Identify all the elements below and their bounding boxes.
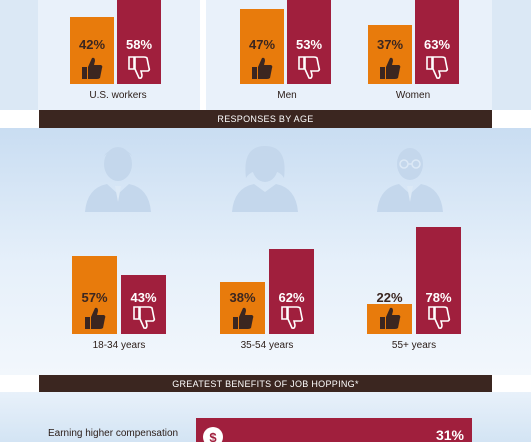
- no-bar-55-plus: 78%: [416, 227, 461, 334]
- young-person-icon: [85, 147, 151, 212]
- value-label: 63%: [423, 37, 451, 52]
- thumbs-down-icon: [132, 305, 156, 331]
- svg-text:$: $: [209, 430, 217, 442]
- thumbs-up-icon: [378, 305, 402, 331]
- thumbs-up-icon: [83, 305, 107, 331]
- value-label: 47%: [248, 37, 276, 52]
- age-section-header: RESPONSES BY AGE: [39, 110, 492, 128]
- yes-bar-us-workers: 42%: [70, 17, 114, 84]
- value-label: 53%: [295, 37, 323, 52]
- benefit-value-label: 31%: [435, 427, 464, 442]
- value-label: 42%: [78, 37, 106, 52]
- benefit-label: Earning higher compensation: [48, 428, 179, 439]
- x-label-women: Women: [395, 90, 431, 101]
- yes-bar-women: 37%: [368, 25, 412, 84]
- value-label: 43%: [130, 290, 157, 305]
- value-label: 57%: [81, 290, 108, 305]
- value-label: 37%: [376, 37, 404, 52]
- yes-bar-55-plus: 22%: [367, 290, 412, 334]
- value-label: 22%: [376, 290, 403, 305]
- yes-bar-18-34: 57%: [72, 256, 117, 334]
- value-label: 62%: [278, 290, 305, 305]
- middle-aged-person-icon: [232, 146, 298, 212]
- panel-divider: [200, 0, 206, 110]
- no-bar-18-34: 43%: [121, 275, 166, 334]
- benefits-section-header: GREATEST BENEFITS OF JOB HOPPING*: [39, 375, 492, 393]
- thumbs-up-icon: [378, 55, 402, 81]
- money-bag-icon: $: [203, 427, 223, 442]
- thumbs-down-icon: [297, 55, 321, 81]
- x-label-18-34: 18-34 years: [92, 340, 146, 351]
- thumbs-down-icon: [427, 305, 451, 331]
- thumbs-down-icon: [280, 305, 304, 331]
- thumbs-down-icon: [127, 55, 151, 81]
- no-bar-us-workers: 58%: [117, 0, 161, 84]
- value-label: 58%: [125, 37, 153, 52]
- x-label-35-54: 35-54 years: [240, 340, 294, 351]
- yes-bar-35-54: 38%: [220, 282, 265, 334]
- thumbs-down-icon: [425, 55, 449, 81]
- no-bar-women: 63%: [415, 0, 459, 84]
- senior-person-icon: [377, 148, 443, 212]
- thumbs-up-icon: [80, 55, 104, 81]
- benefit-bar: $ 31%: [196, 418, 472, 442]
- no-bar-35-54: 62%: [269, 249, 314, 334]
- value-label: 38%: [229, 290, 256, 305]
- thumbs-up-icon: [250, 55, 274, 81]
- x-label-us-workers: U.S. workers: [89, 90, 147, 101]
- x-label-men: Men: [277, 90, 297, 101]
- yes-bar-men: 47%: [240, 9, 284, 84]
- no-bar-men: 53%: [287, 0, 331, 84]
- value-label: 78%: [425, 290, 452, 305]
- thumbs-up-icon: [231, 305, 255, 331]
- x-label-55-plus: 55+ years: [391, 340, 437, 351]
